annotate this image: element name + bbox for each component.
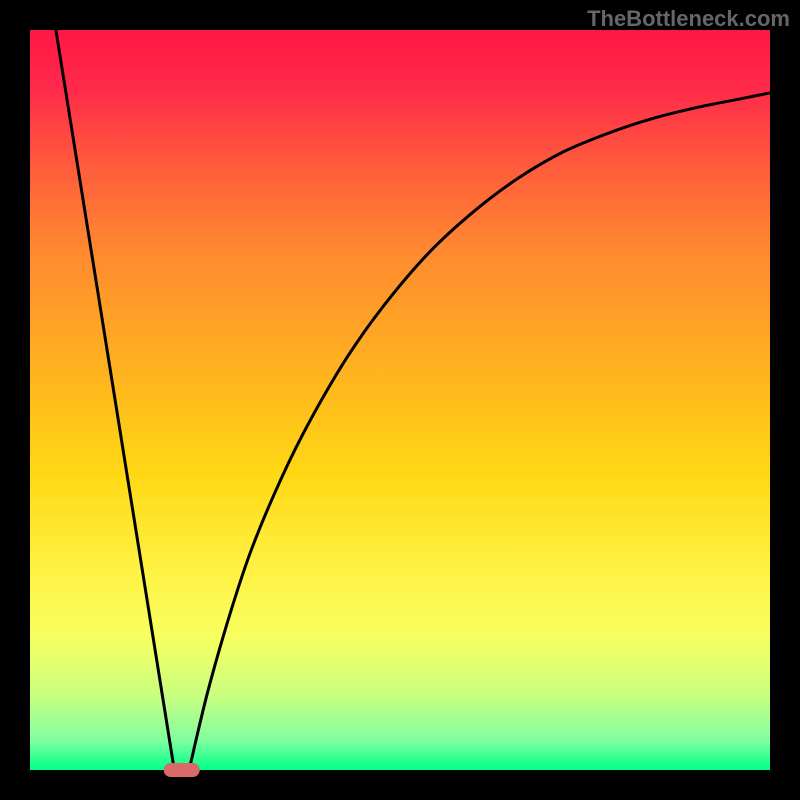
chart-container: TheBottleneck.com	[0, 0, 800, 800]
gradient-background	[30, 30, 770, 770]
optimum-marker	[164, 763, 200, 777]
plot-svg	[0, 0, 800, 800]
